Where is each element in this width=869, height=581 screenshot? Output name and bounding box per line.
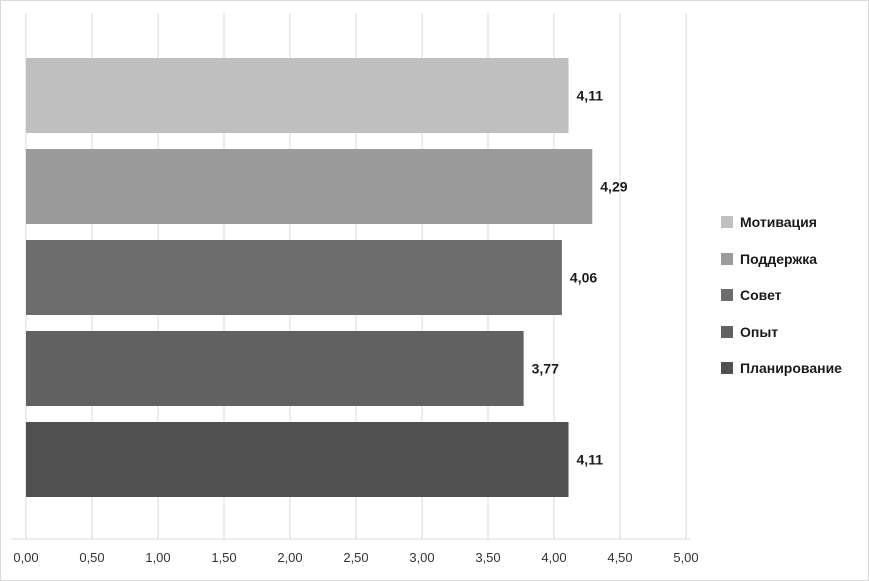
data-label: 4,11 — [577, 452, 604, 468]
data-label: 3,77 — [532, 361, 559, 377]
x-tick-label: 5,00 — [673, 550, 698, 565]
legend-swatch — [721, 252, 733, 265]
x-tick-label: 2,00 — [277, 550, 302, 565]
x-tick-label: 4,50 — [607, 550, 632, 565]
x-tick-label: 4,00 — [541, 550, 566, 565]
legend-item: Планирование — [721, 350, 842, 387]
legend-label: Мотивация — [740, 214, 817, 231]
legend-item: Мотивация — [721, 204, 842, 241]
x-tick-label: 1,00 — [145, 550, 170, 565]
data-label: 4,06 — [570, 270, 597, 286]
legend-label: Совет — [740, 287, 782, 304]
legend-swatch — [721, 325, 733, 338]
x-tick-label: 1,50 — [211, 550, 236, 565]
legend-label: Планирование — [740, 360, 842, 377]
bar-2 — [26, 149, 593, 224]
x-tick-label: 2,50 — [343, 550, 368, 565]
x-tick-label: 0,00 — [13, 550, 38, 565]
bar-5 — [26, 422, 569, 497]
legend-label: Поддержка — [740, 250, 818, 267]
legend: Мотивация Поддержка Совет Опыт Планирование — [721, 204, 842, 387]
legend-swatch — [721, 216, 733, 229]
bar-3 — [26, 240, 562, 315]
bar-4 — [26, 331, 524, 406]
x-tick-label: 3,50 — [475, 550, 500, 565]
bar-1 — [26, 58, 569, 133]
legend-item: Опыт — [721, 314, 842, 351]
legend-label: Опыт — [740, 323, 779, 340]
x-tick-label: 3,00 — [409, 550, 434, 565]
legend-item: Совет — [721, 277, 842, 314]
legend-item: Поддержка — [721, 241, 842, 278]
data-label: 4,11 — [577, 88, 604, 104]
legend-swatch — [721, 289, 733, 302]
legend-swatch — [721, 362, 733, 375]
x-tick-label: 0,50 — [79, 550, 104, 565]
data-label: 4,29 — [600, 179, 627, 195]
